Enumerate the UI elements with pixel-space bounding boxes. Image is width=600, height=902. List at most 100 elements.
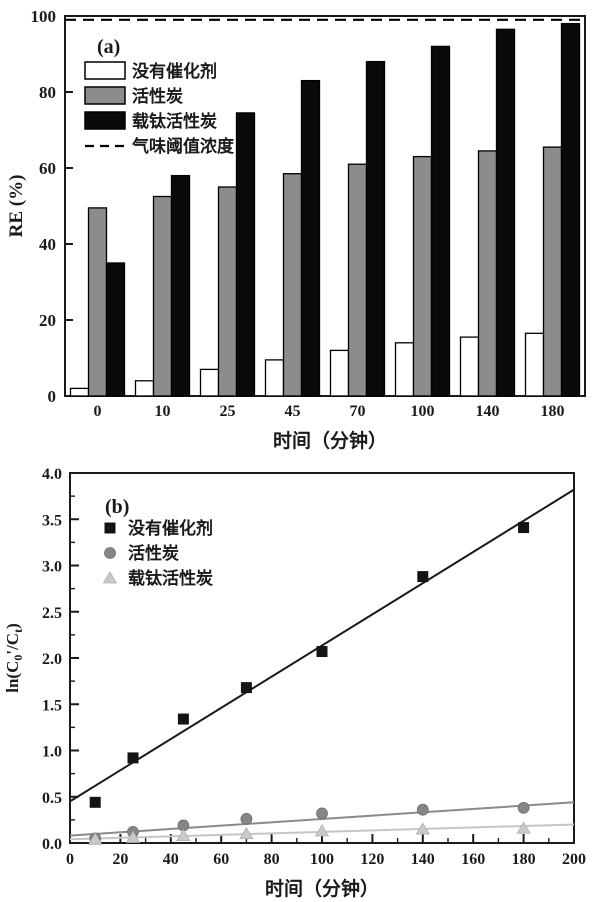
bar-chart-a: 0 20 40 60 80 100 0 10 25 45 70 100 140 180 (a) 没有催化剂活性… [6, 7, 586, 452]
y-tick-label-b: 4.0 [42, 466, 62, 483]
legend-marker-ti-activated-carbon [102, 571, 118, 584]
point-activated-carbon-140 [416, 803, 429, 816]
legend-label-activated-carbon: 活性炭 [132, 86, 183, 106]
x-tick-label-a: 45 [285, 403, 301, 420]
point-ti-activated-carbon-10 [87, 832, 103, 845]
bar-no-catalyst-70 [329, 349, 350, 397]
x-tick-label-a: 10 [155, 403, 171, 420]
fit-line-no-catalyst [69, 488, 575, 803]
y-tick-label-b: 3.0 [42, 559, 62, 576]
bar-activated-carbon-180 [542, 146, 563, 397]
legend-swatch-ti-activated-carbon [84, 111, 126, 130]
legend-marker-no-catalyst [104, 522, 116, 534]
panel-label-b: (b) [105, 496, 129, 518]
y-tick-label-a: 0 [48, 387, 57, 406]
y-axis-title-a: RE (%) [6, 175, 27, 238]
x-tick-label-b: 80 [264, 851, 280, 868]
bar-ti-activated-carbon-180 [560, 22, 581, 397]
bar-activated-carbon-0 [87, 207, 108, 397]
y-tick-label-b: 0.5 [42, 790, 62, 807]
x-tick-label-a: 100 [411, 403, 435, 420]
x-tick-label-b: 40 [163, 851, 179, 868]
legend-label-activated-carbon: 活性炭 [128, 543, 179, 563]
scatter-chart-b: 0 20 40 60 80 100 120 140 160 180 200 0.0 0.5 1.0 1.5 2… [3, 466, 586, 900]
bar-activated-carbon-70 [347, 163, 368, 397]
x-tick-label-b: 0 [66, 851, 74, 868]
legend-swatch-activated-carbon [84, 86, 126, 105]
bar-ti-activated-carbon-25 [235, 112, 256, 397]
y-tick-label-a: 20 [39, 311, 56, 330]
x-tick-label-b: 20 [112, 851, 128, 868]
x-tick-label-b: 200 [562, 851, 586, 868]
bar-activated-carbon-10 [152, 195, 173, 397]
y-tick-label-b: 1.0 [42, 744, 62, 761]
legend-label-ti-activated-carbon: 载钛活性炭 [128, 568, 213, 588]
point-activated-carbon-70 [240, 813, 253, 825]
legend-label-no-catalyst: 没有催化剂 [128, 518, 213, 538]
point-ti-activated-carbon-140 [415, 822, 431, 835]
bar-activated-carbon-25 [217, 186, 238, 397]
bar-ti-activated-carbon-45 [300, 79, 321, 397]
point-activated-carbon-180 [517, 801, 530, 814]
legend-label-threshold: 气味阈值浓度 [131, 136, 235, 156]
y-tick-label-b: 1.5 [42, 697, 62, 714]
bar-no-catalyst-140 [459, 336, 480, 397]
bar-ti-activated-carbon-100 [430, 45, 451, 397]
point-no-catalyst-10 [89, 796, 101, 808]
bar-activated-carbon-140 [477, 150, 498, 397]
x-axis-title-b: 时间（分钟） [265, 877, 379, 900]
y-axis-title-b: ln(C0'/Ct) [3, 623, 25, 693]
point-ti-activated-carbon-100 [314, 824, 330, 837]
bar-no-catalyst-180 [524, 332, 545, 397]
legend-marker-activated-carbon [104, 547, 116, 559]
point-no-catalyst-180 [518, 522, 530, 534]
x-tick-label-a: 180 [541, 403, 565, 420]
bar-no-catalyst-100 [394, 342, 415, 397]
x-tick-label-a: 70 [350, 403, 366, 420]
bar-ti-activated-carbon-10 [170, 174, 191, 397]
point-no-catalyst-45 [177, 713, 189, 725]
bar-ti-activated-carbon-140 [495, 28, 516, 397]
bar-ti-activated-carbon-0 [105, 262, 126, 397]
legend-label-no-catalyst: 没有催化剂 [132, 61, 217, 81]
y-tick-label-a: 80 [39, 83, 56, 102]
point-activated-carbon-100 [316, 807, 328, 820]
point-ti-activated-carbon-25 [125, 830, 141, 843]
panel-b: 0 20 40 60 80 100 120 140 160 180 200 0.0 0.5 1.0 1.5 2… [0, 460, 600, 902]
y-tick-label-b: 0.0 [42, 836, 62, 853]
panel-label-a: (a) [97, 36, 120, 58]
x-tick-label-b: 160 [461, 851, 485, 868]
x-tick-label-a: 25 [220, 403, 236, 420]
bar-no-catalyst-25 [199, 368, 220, 397]
y-tick-label-b: 2.5 [42, 605, 62, 622]
y-tick-label-b: 2.0 [42, 651, 62, 668]
legend-label-ti-activated-carbon: 载钛活性炭 [132, 111, 217, 131]
point-no-catalyst-100 [316, 646, 328, 658]
bar-activated-carbon-100 [412, 155, 433, 397]
point-no-catalyst-70 [240, 682, 252, 694]
x-tick-label-a: 0 [94, 403, 102, 420]
point-no-catalyst-25 [127, 752, 139, 764]
bar-no-catalyst-0 [69, 387, 90, 397]
point-no-catalyst-140 [417, 571, 429, 583]
y-tick-label-b: 3.5 [42, 512, 62, 529]
x-tick-label-b: 120 [360, 851, 384, 868]
x-axis-title-a: 时间（分钟） [273, 429, 387, 452]
point-ti-activated-carbon-45 [176, 828, 191, 842]
panel-a: 0 20 40 60 80 100 0 10 25 45 70 100 140 180 (a) 没有催化剂活性… [6, 7, 586, 452]
x-tick-label-b: 180 [512, 851, 536, 868]
point-ti-activated-carbon-70 [239, 826, 254, 840]
x-tick-label-a: 140 [476, 403, 500, 420]
legend-swatch-no-catalyst [84, 61, 126, 80]
y-tick-label-a: 100 [31, 7, 57, 26]
bar-no-catalyst-45 [264, 359, 285, 397]
x-tick-label-b: 100 [310, 851, 334, 868]
bar-activated-carbon-45 [282, 173, 303, 397]
y-tick-label-a: 60 [39, 159, 56, 178]
y-tick-label-a: 40 [39, 235, 56, 254]
x-tick-label-b: 60 [213, 851, 229, 868]
plot-frame-a [64, 15, 586, 397]
bar-no-catalyst-10 [134, 380, 155, 397]
x-tick-label-b: 140 [411, 851, 435, 868]
